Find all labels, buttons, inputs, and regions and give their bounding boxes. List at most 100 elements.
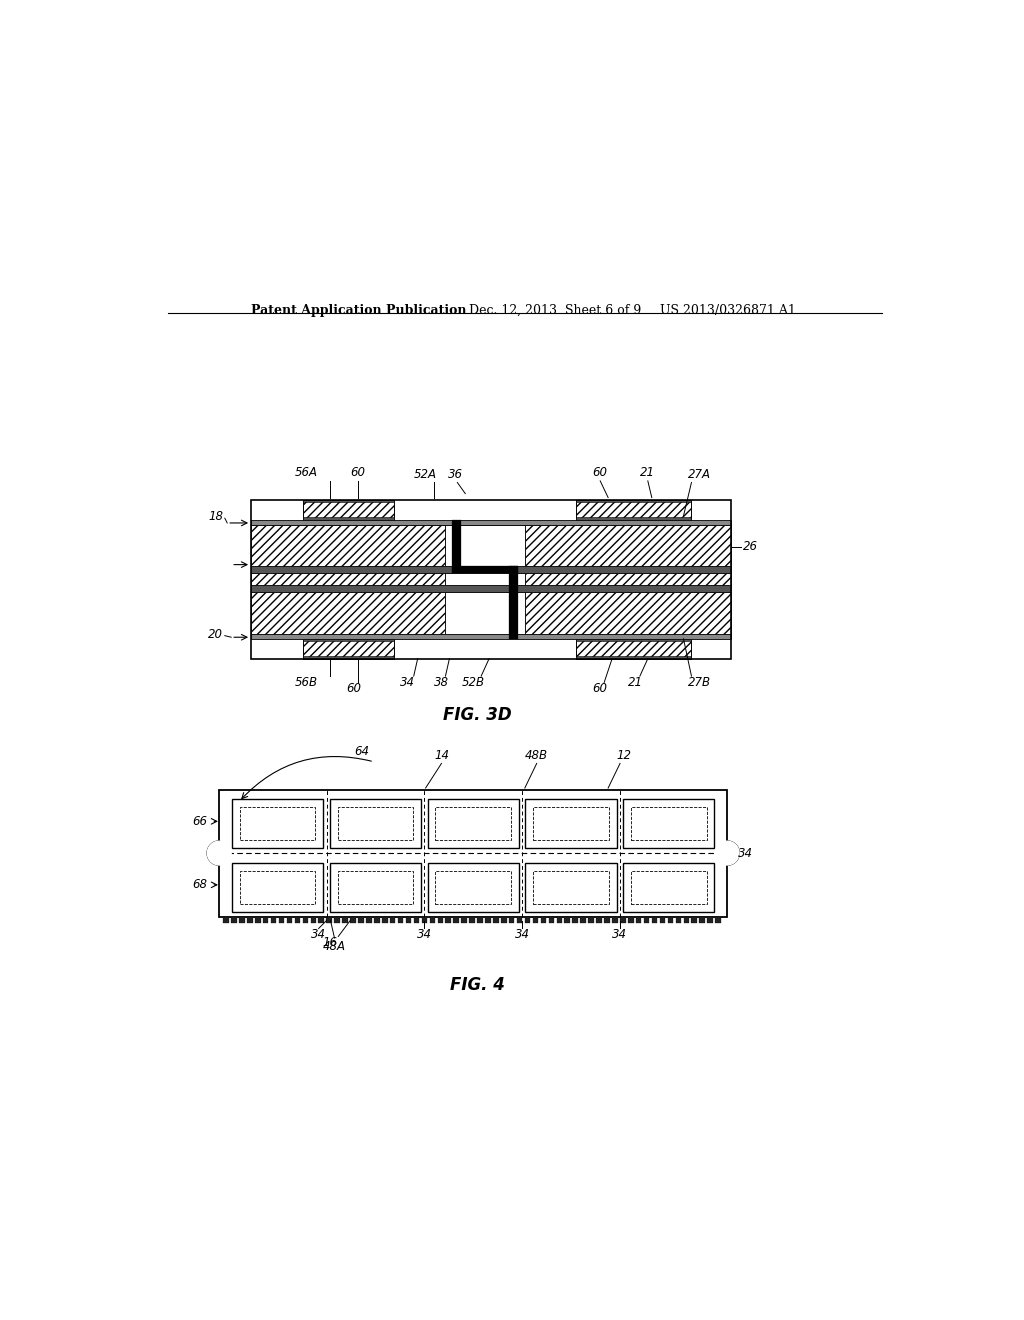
- Bar: [358, 916, 364, 923]
- Text: 18: 18: [208, 510, 223, 523]
- Bar: [232, 862, 324, 912]
- Bar: [310, 916, 316, 923]
- Bar: [708, 916, 713, 923]
- Bar: [247, 916, 253, 923]
- Bar: [577, 517, 691, 520]
- Bar: [628, 916, 634, 923]
- Bar: [251, 573, 445, 585]
- Text: 14: 14: [434, 748, 449, 762]
- Text: 38: 38: [434, 676, 449, 689]
- Text: FIG. 3D: FIG. 3D: [442, 706, 512, 725]
- Bar: [437, 916, 443, 923]
- Text: 48B: 48B: [525, 748, 548, 762]
- Bar: [445, 524, 525, 566]
- Bar: [715, 916, 721, 923]
- Bar: [469, 916, 475, 923]
- Text: 64: 64: [354, 744, 370, 758]
- Bar: [620, 916, 626, 923]
- Bar: [232, 799, 324, 849]
- Bar: [303, 500, 394, 503]
- Text: 21: 21: [629, 676, 643, 689]
- Bar: [303, 916, 308, 923]
- Bar: [287, 916, 292, 923]
- Bar: [684, 916, 689, 923]
- Bar: [659, 916, 666, 923]
- Bar: [330, 862, 421, 912]
- Bar: [435, 807, 511, 841]
- Text: 12: 12: [616, 748, 632, 762]
- Bar: [517, 916, 522, 923]
- Bar: [699, 916, 705, 923]
- Text: 20: 20: [208, 628, 223, 642]
- Bar: [577, 639, 691, 659]
- Bar: [240, 916, 245, 923]
- Bar: [430, 916, 435, 923]
- Bar: [485, 916, 490, 923]
- Text: Patent Application Publication: Patent Application Publication: [251, 304, 467, 317]
- Text: 60: 60: [347, 682, 361, 696]
- Bar: [414, 916, 419, 923]
- Text: 34: 34: [399, 676, 415, 689]
- Bar: [524, 593, 731, 634]
- Bar: [525, 799, 616, 849]
- Bar: [534, 871, 608, 904]
- Bar: [251, 500, 731, 659]
- Text: 26: 26: [743, 540, 758, 553]
- Text: 60: 60: [593, 682, 607, 696]
- Bar: [327, 916, 332, 923]
- Text: 52B: 52B: [462, 676, 484, 689]
- Bar: [549, 916, 554, 923]
- Bar: [223, 916, 228, 923]
- Bar: [461, 916, 467, 923]
- Bar: [445, 573, 525, 585]
- Bar: [577, 500, 691, 520]
- Bar: [577, 656, 691, 659]
- Text: 34: 34: [417, 928, 432, 941]
- Bar: [318, 916, 324, 923]
- Bar: [219, 789, 727, 916]
- Bar: [494, 916, 499, 923]
- Text: 36: 36: [449, 467, 463, 480]
- Circle shape: [207, 841, 231, 865]
- Bar: [397, 916, 403, 923]
- Text: 27A: 27A: [688, 467, 711, 480]
- Text: 60: 60: [593, 466, 607, 479]
- Bar: [564, 916, 570, 923]
- Bar: [577, 639, 691, 642]
- Bar: [612, 916, 617, 923]
- Bar: [406, 916, 412, 923]
- Bar: [303, 500, 394, 520]
- Bar: [644, 916, 649, 923]
- Bar: [251, 520, 731, 524]
- Bar: [691, 916, 697, 923]
- Text: 52A: 52A: [414, 467, 437, 480]
- Text: 16: 16: [323, 936, 338, 949]
- Bar: [427, 799, 519, 849]
- Bar: [255, 916, 260, 923]
- Bar: [557, 916, 562, 923]
- Bar: [374, 916, 380, 923]
- Bar: [524, 916, 530, 923]
- Text: US 2013/0326871 A1: US 2013/0326871 A1: [659, 304, 796, 317]
- Bar: [251, 524, 445, 566]
- Bar: [303, 639, 394, 659]
- Bar: [338, 871, 414, 904]
- Bar: [501, 916, 507, 923]
- Bar: [251, 566, 731, 573]
- Bar: [524, 524, 731, 566]
- Bar: [270, 916, 276, 923]
- Text: 34: 34: [612, 928, 628, 941]
- Bar: [452, 566, 518, 573]
- Bar: [251, 634, 731, 639]
- Bar: [604, 916, 609, 923]
- Bar: [231, 916, 237, 923]
- Text: 56A: 56A: [295, 466, 318, 479]
- Bar: [534, 807, 608, 841]
- Bar: [477, 916, 482, 923]
- Bar: [334, 916, 340, 923]
- Text: 21: 21: [640, 466, 655, 479]
- Bar: [251, 593, 445, 634]
- Text: 34: 34: [311, 928, 326, 941]
- Bar: [631, 807, 707, 841]
- Bar: [445, 593, 525, 634]
